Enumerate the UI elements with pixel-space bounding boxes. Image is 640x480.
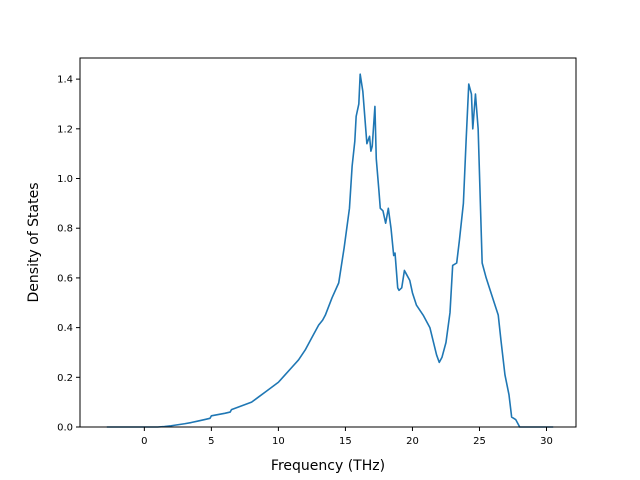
plot-background: [80, 58, 576, 427]
y-tick-label: 1.4: [57, 75, 73, 86]
series-line-0: [106, 73, 554, 428]
y-ticks: 0.0 0.2 0.4 0.6 0.8 1.0 1.2 1.4: [57, 75, 80, 434]
x-tick-label: 30: [540, 436, 553, 447]
y-tick-label: 0.8: [57, 224, 73, 235]
series-layer: [106, 73, 554, 428]
x-tick-label: 25: [473, 436, 486, 447]
y-tick-label: 0.2: [57, 373, 73, 384]
x-tick-label: 10: [272, 436, 285, 447]
x-tick-label: 15: [339, 436, 352, 447]
y-tick-label: 0.0: [57, 423, 73, 434]
axes-frame: [79, 57, 577, 428]
y-tick-label: 0.4: [57, 323, 73, 334]
x-ticks: 0 5 10 15 20 25 30: [141, 427, 553, 447]
x-tick-label: 5: [208, 436, 214, 447]
y-tick-label: 0.6: [57, 273, 73, 284]
x-axis-label: Frequency (THz): [271, 458, 385, 474]
x-tick-label: 0: [141, 436, 147, 447]
x-tick-label: 20: [406, 436, 419, 447]
y-tick-label: 1.0: [57, 174, 73, 185]
y-axis-label: Density of States: [26, 183, 42, 303]
y-tick-label: 1.2: [57, 124, 73, 135]
